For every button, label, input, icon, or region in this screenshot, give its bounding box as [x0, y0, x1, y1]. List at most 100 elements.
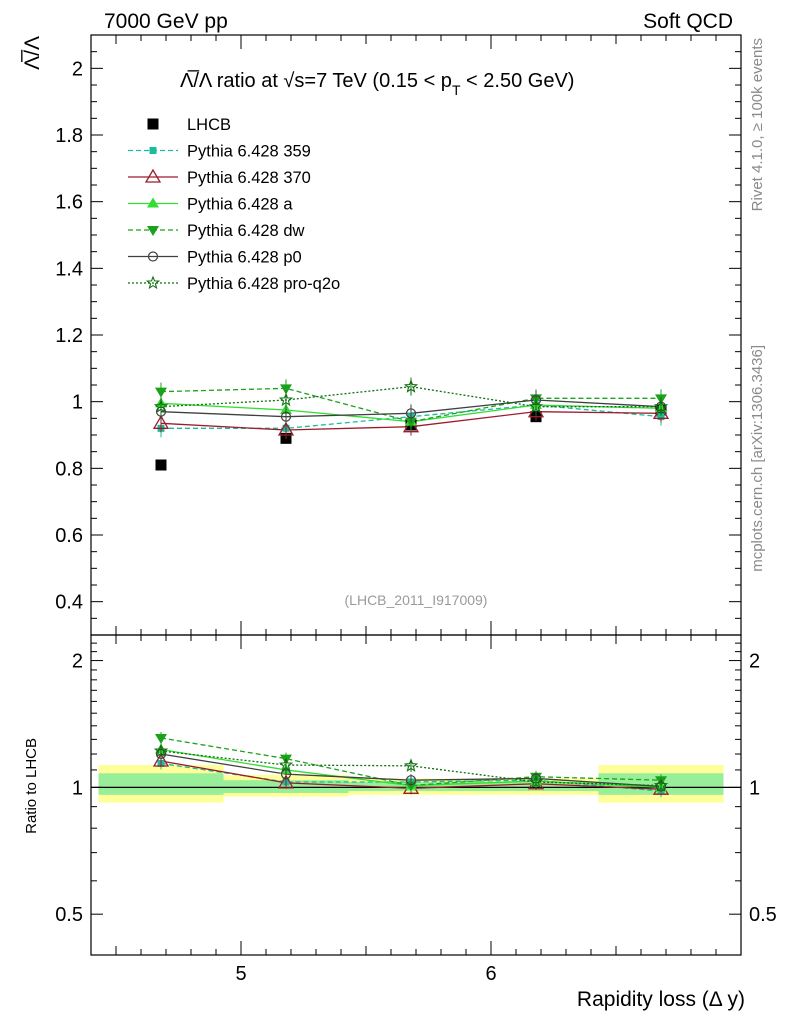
y-tick-label-main: 0.4: [55, 592, 83, 614]
legend-label-lhcb: LHCB: [187, 116, 231, 134]
point-ratio-pythia-6-428-dw-0: [155, 733, 167, 744]
legend-label-pythia-6-428-p0: Pythia 6.428 p0: [187, 249, 302, 267]
point-main-pythia-6-428-dw-2-shape: [405, 417, 417, 428]
point-main-pythia-6-428-pro-q2o-2: [403, 379, 419, 393]
rivet-version-label: Rivet 4.1.0, ≥ 100k events: [749, 38, 766, 211]
chart-title-sub: T: [452, 82, 461, 98]
point-main-pythia-6-428-pro-q2o-3-shape: [528, 399, 544, 413]
legend-label-pythia-6-428-pro-q2o: Pythia 6.428 pro-q2o: [187, 275, 340, 293]
point-ratio-pythia-6-428-370-0: [152, 752, 170, 767]
point-main-pythia-6-428-pro-q2o-1: [278, 392, 294, 407]
point-main-pythia-6-428-p0-2-shape: [405, 408, 417, 419]
point-main-lhcb-0: [155, 459, 167, 471]
y-tick-label-main: 1.8: [55, 125, 83, 147]
point-main-pythia-6-428-dw-0-shape: [155, 387, 167, 398]
point-ratio-pythia-6-428-dw-0-shape: [155, 733, 167, 744]
point-main-pythia-6-428-dw-1-shape: [280, 384, 292, 395]
chart-title: Λ̅/Λ ratio at √s=7 TeV (0.15 < pT < 2.50…: [180, 69, 574, 98]
point-main-pythia-6-428-pro-q2o-2-shape: [403, 379, 419, 393]
point-main-pythia-6-428-pro-q2o-4-shape: [653, 399, 669, 413]
legend-marker-lhcb-shape: [147, 118, 159, 130]
point-ratio-pythia-6-428-pro-q2o-4-shape: [653, 778, 669, 792]
legend-marker-pythia-6-428-359: [149, 147, 157, 154]
y-tick-label-main: 0.6: [55, 525, 83, 547]
chart-title-main: Λ̅/Λ ratio at √s=7 TeV (0.15 < p: [180, 69, 452, 92]
legend-label-pythia-6-428-dw: Pythia 6.428 dw: [187, 222, 304, 240]
legend-marker-lhcb: [147, 118, 159, 130]
series-markers: [152, 377, 670, 798]
y-tick-label-ratio-right: 1: [749, 777, 760, 799]
point-ratio-pythia-6-428-p0-2: [405, 775, 417, 786]
chart-title-tail: < 2.50 GeV): [461, 70, 575, 92]
y-tick-label-main: 2: [72, 58, 83, 80]
point-main-pythia-6-428-370-0: [152, 415, 170, 429]
point-main-pythia-6-428-370-0-shape: [152, 415, 170, 429]
x-tick-label: 6: [485, 963, 496, 985]
y-tick-label-ratio-left: 0.5: [55, 904, 83, 926]
y-tick-label-ratio-right: 2: [749, 651, 760, 673]
point-main-pythia-6-428-pro-q2o-0: [153, 399, 169, 413]
point-main-pythia-6-428-370-1: [277, 421, 295, 436]
y-tick-label-main: 1: [72, 392, 83, 414]
mcplots-label: mcplots.cern.ch [arXiv:1306.3436]: [749, 345, 766, 572]
point-main-pythia-6-428-370-1-shape: [277, 421, 295, 436]
legend-marker-pythia-6-428-dw: [147, 226, 159, 236]
point-ratio-pythia-6-428-370-0-shape: [152, 752, 170, 767]
y-axis-title-ratio: Ratio to LHCB: [23, 738, 40, 834]
point-main-pythia-6-428-dw-0: [155, 387, 167, 398]
legend-marker-pythia-6-428-359-shape: [149, 147, 157, 154]
point-main-pythia-6-428-p0-2: [405, 408, 417, 419]
legend-label-pythia-6-428-a: Pythia 6.428 a: [187, 196, 293, 214]
legend-marker-pythia-6-428-pro-q2o-shape: [145, 275, 161, 290]
point-ratio-pythia-6-428-pro-q2o-1-shape: [278, 757, 294, 772]
point-ratio-pythia-6-428-pro-q2o-2-shape: [403, 758, 419, 772]
point-ratio-pythia-6-428-pro-q2o-4: [653, 778, 669, 792]
y-tick-label-ratio-right: 0.5: [749, 904, 777, 926]
legend-marker-pythia-6-428-370-shape: [144, 168, 162, 183]
point-main-pythia-6-428-p0-1-shape: [280, 411, 292, 422]
legend-marker-pythia-6-428-dw-shape: [147, 226, 159, 236]
legend-marker-pythia-6-428-370: [144, 168, 162, 183]
ratio-bands: [91, 765, 741, 803]
point-ratio-pythia-6-428-pro-q2o-3-shape: [528, 774, 544, 788]
header-left: 7000 GeV pp: [104, 10, 228, 33]
point-main-pythia-6-428-pro-q2o-3: [528, 399, 544, 413]
point-main-pythia-6-428-pro-q2o-1-shape: [278, 392, 294, 407]
point-main-pythia-6-428-dw-2: [405, 417, 417, 428]
x-axis-title: Rapidity loss (Δ y): [577, 988, 745, 1011]
axes-group: 0.4 0.6 0.8 1 1.2 1.4 1.6 1.8 2 0.5 0.5 1 1 2 2 5 6: [55, 34, 777, 985]
y-axis-title-main: Λ̅/Λ: [21, 36, 44, 70]
legend-label-pythia-6-428-359: Pythia 6.428 359: [187, 143, 311, 161]
series-lines: [160, 386, 662, 792]
y-tick-label-main: 1.4: [55, 258, 83, 280]
point-ratio-pythia-6-428-370-1-shape: [277, 774, 295, 789]
point-ratio-pythia-6-428-pro-q2o-0: [153, 743, 169, 757]
series-line-ratio-pythia-6-428-dw: [160, 737, 662, 787]
legend: LHCB Pythia 6.428 359 Pythia 6.428 370 Pyth…: [128, 116, 340, 293]
header-right: Soft QCD: [643, 10, 733, 33]
legend-marker-pythia-6-428-p0: [147, 251, 159, 262]
point-ratio-pythia-6-428-pro-q2o-1: [278, 757, 294, 772]
y-tick-label-main: 0.8: [55, 458, 83, 480]
y-tick-label-main: 1.6: [55, 192, 83, 214]
point-ratio-pythia-6-428-pro-q2o-2: [403, 758, 419, 772]
x-tick-label: 5: [235, 963, 246, 985]
analysis-id: (LHCB_2011_I917009): [345, 592, 488, 608]
legend-marker-pythia-6-428-p0-shape: [147, 251, 159, 262]
point-main-lhcb-0-shape: [155, 459, 167, 471]
y-tick-label-ratio-left: 1: [72, 777, 83, 799]
point-main-pythia-6-428-dw-1: [280, 384, 292, 395]
point-ratio-pythia-6-428-pro-q2o-3: [528, 774, 544, 788]
band-inner-0: [98, 773, 224, 795]
legend-marker-pythia-6-428-a-shape: [147, 197, 159, 208]
point-ratio-pythia-6-428-370-1: [277, 774, 295, 789]
point-main-pythia-6-428-pro-q2o-0-shape: [153, 399, 169, 413]
legend-marker-pythia-6-428-pro-q2o: [145, 275, 161, 290]
point-ratio-pythia-6-428-p0-2-shape: [405, 775, 417, 786]
legend-marker-pythia-6-428-a: [147, 197, 159, 208]
y-tick-label-main: 1.2: [55, 325, 83, 347]
point-ratio-pythia-6-428-pro-q2o-0-shape: [153, 743, 169, 757]
y-tick-label-ratio-left: 2: [72, 651, 83, 673]
series-line-main-pythia-6-428-dw: [160, 387, 661, 423]
